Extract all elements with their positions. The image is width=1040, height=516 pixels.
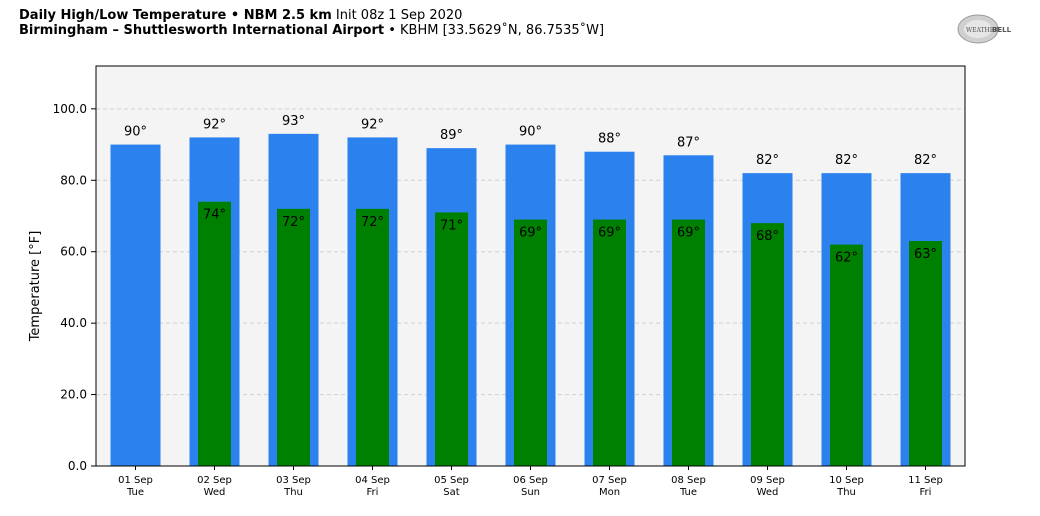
high-value-label: 82° [756,153,779,168]
low-bar [830,244,863,466]
high-value-label: 89° [440,128,463,143]
low-bar [435,212,468,466]
logo-text-small: WEATHER [966,27,999,34]
x-tick-day: Mon [599,487,620,498]
low-value-label: 68° [756,229,779,244]
logo-text-big: BELL [992,26,1012,34]
high-value-label: 93° [282,114,305,129]
x-tick-date: 11 Sep [908,475,943,486]
low-bar [514,219,547,466]
y-tick-label: 80.0 [60,173,87,187]
low-value-label: 69° [598,226,621,241]
high-value-label: 82° [835,153,858,168]
low-value-label: 62° [835,251,858,266]
high-value-label: 87° [677,135,700,150]
x-tick-day: Tue [126,487,144,498]
x-tick-day: Fri [367,487,379,498]
x-tick-date: 09 Sep [750,475,785,486]
low-bar [593,219,626,466]
high-value-label: 92° [203,117,226,132]
low-bar [672,219,705,466]
low-bar [909,241,942,466]
x-tick-day: Sat [443,487,459,498]
high-value-label: 82° [914,153,937,168]
low-value-label: 63° [914,247,937,262]
low-bar [277,208,310,466]
x-tick-date: 06 Sep [513,475,548,486]
x-tick-day: Wed [757,487,779,498]
low-value-label: 72° [361,215,384,230]
x-tick-day: Tue [679,487,697,498]
x-tick-date: 07 Sep [592,475,627,486]
x-tick-day: Wed [204,487,226,498]
y-tick-label: 40.0 [60,316,87,330]
high-value-label: 90° [124,125,147,140]
y-tick-label: 100.0 [53,102,87,116]
x-tick-date: 10 Sep [829,475,864,486]
y-axis-label: Temperature [°F] [28,231,43,343]
low-value-label: 69° [519,226,542,241]
low-temperature-bars [198,201,942,466]
location-line: Birmingham – Shuttlesworth International… [19,23,604,38]
x-tick-day: Sun [521,487,540,498]
title-text: Daily High/Low Temperature • NBM 2.5 km [19,8,332,23]
x-tick-date: 08 Sep [671,475,706,486]
high-value-label: 88° [598,132,621,147]
high-value-label: 90° [519,125,542,140]
weatherbell-logo-icon: WEATHER BELL [956,12,1020,46]
location-name: Birmingham – Shuttlesworth International… [19,23,385,38]
y-tick-label: 20.0 [60,388,87,402]
init-time: Init 08z 1 Sep 2020 [335,8,463,23]
x-tick-day: Thu [836,487,856,498]
low-value-label: 71° [440,218,463,233]
x-tick-date: 01 Sep [118,475,153,486]
x-tick-date: 04 Sep [355,475,390,486]
low-value-label: 74° [203,208,226,223]
y-tick-label: 60.0 [60,245,87,259]
x-tick-date: 05 Sep [434,475,469,486]
high-bar [110,144,161,467]
bar-value-labels: 90° 92° 74° 93° 72° 92° 72° 89° 71° 90° 69° 88° 69° 8… [124,114,937,266]
y-axis: 0.0 20.0 40.0 60.0 80.0 100.0 [53,102,96,473]
chart-header: Daily High/Low Temperature • NBM 2.5 km … [19,8,604,38]
low-bar [198,201,231,466]
low-value-label: 69° [677,226,700,241]
x-tick-day: Thu [283,487,303,498]
x-tick-date: 02 Sep [197,475,232,486]
low-bar [751,223,784,466]
low-value-label: 72° [282,215,305,230]
x-tick-day: Fri [920,487,932,498]
high-value-label: 92° [361,117,384,132]
station-coordinates: • KBHM [33.5629˚N, 86.7535˚W] [388,23,605,38]
low-bar [356,208,389,466]
title-line: Daily High/Low Temperature • NBM 2.5 km … [19,8,604,23]
y-tick-label: 0.0 [68,459,87,473]
x-tick-date: 03 Sep [276,475,311,486]
